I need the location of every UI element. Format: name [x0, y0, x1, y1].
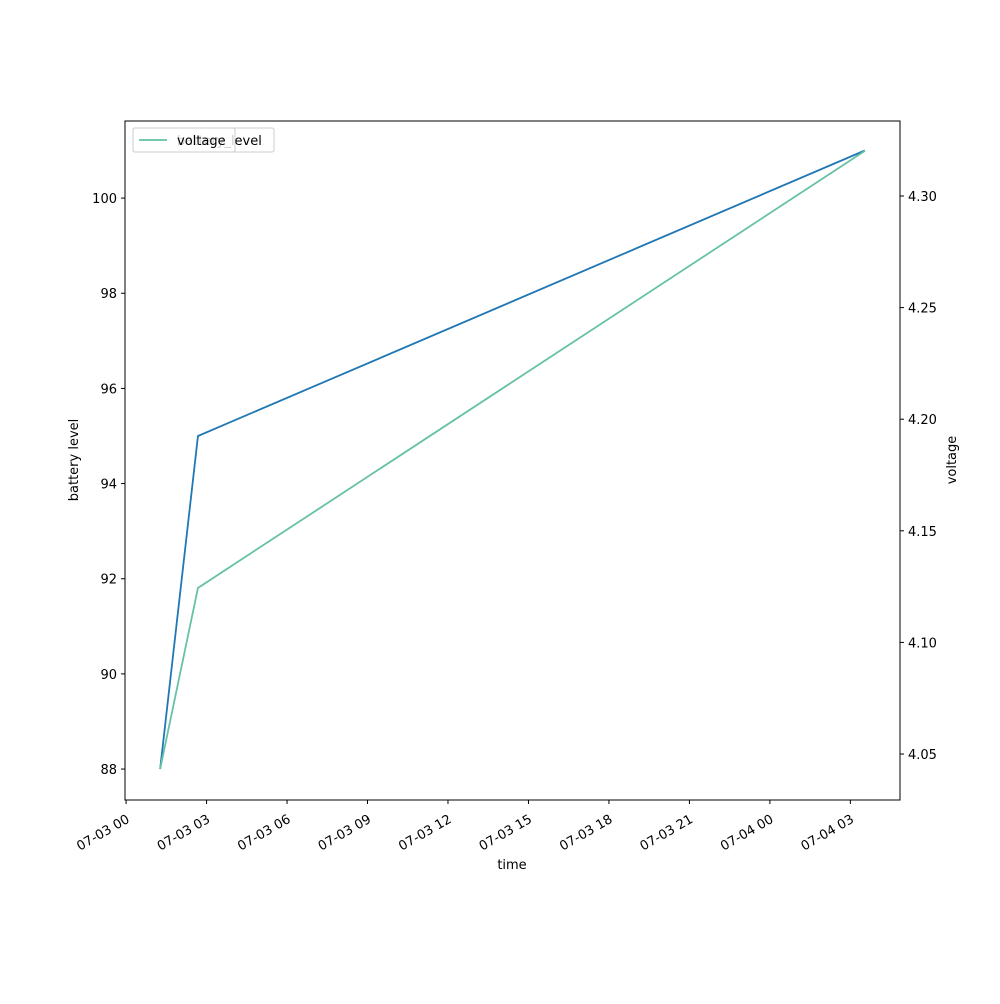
y-tick-label: 98	[100, 287, 117, 302]
line	[159, 149, 866, 770]
y2-tick-label: 4.05	[908, 748, 937, 763]
plot-frame	[124, 120, 901, 801]
y2-tick-label: 4.25	[908, 302, 937, 317]
legend-label: voltage	[177, 134, 226, 149]
legend-box	[132, 127, 236, 153]
x-axis-label: time	[497, 858, 526, 873]
y-tick-label: 88	[100, 763, 117, 778]
y2-tick-label: 4.30	[908, 190, 937, 205]
y-axis-label: battery level	[67, 419, 82, 502]
y-tick-label: 92	[100, 573, 117, 588]
y2-tick-label: 4.20	[908, 413, 937, 428]
y2-axis-label: voltage	[945, 436, 960, 485]
line	[159, 150, 866, 770]
y-tick-label: 100	[92, 192, 117, 207]
y-tick-label: 94	[100, 478, 117, 493]
y2-tick-label: 4.10	[908, 636, 937, 651]
y-tick-label: 90	[100, 668, 117, 683]
y-tick-label: 96	[100, 382, 117, 397]
y2-tick-label: 4.15	[908, 525, 937, 540]
